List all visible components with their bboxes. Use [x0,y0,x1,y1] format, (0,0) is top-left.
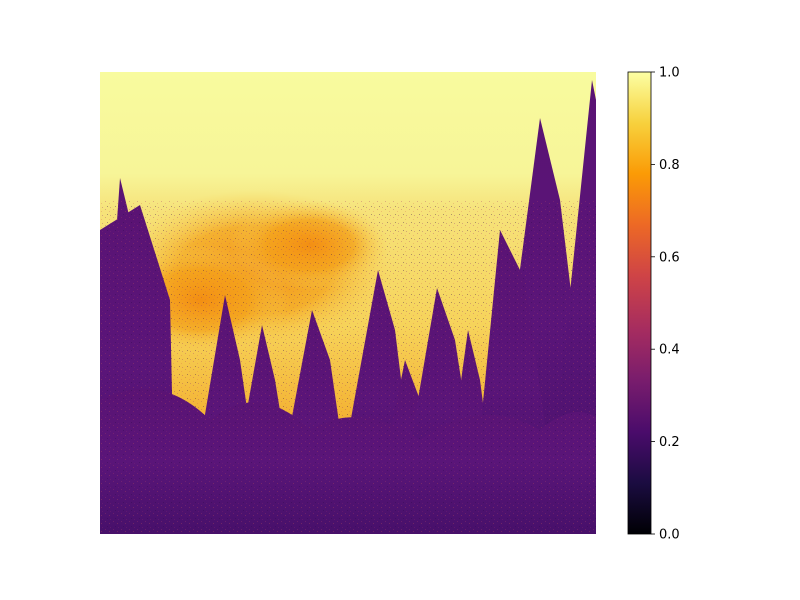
colorbar-tick-label: 0.4 [659,343,680,358]
colorbar-gradient [628,72,651,534]
colorbar-tick-label: 0.6 [659,250,680,265]
canopy-texture [100,200,596,534]
heatmap-image [100,72,596,534]
colorbar: 0.0 0.2 0.4 0.6 0.8 1.0 [627,66,680,543]
colorbar-frame [627,71,652,535]
colorbar-tick-label: 1.0 [659,66,680,81]
colorbar-tick-label: 0.8 [659,158,680,173]
colorbar-ticks: 0.0 0.2 0.4 0.6 0.8 1.0 [651,66,680,543]
colorbar-tick-label: 0.2 [659,435,680,450]
colorbar-tick-label: 0.0 [659,528,680,543]
